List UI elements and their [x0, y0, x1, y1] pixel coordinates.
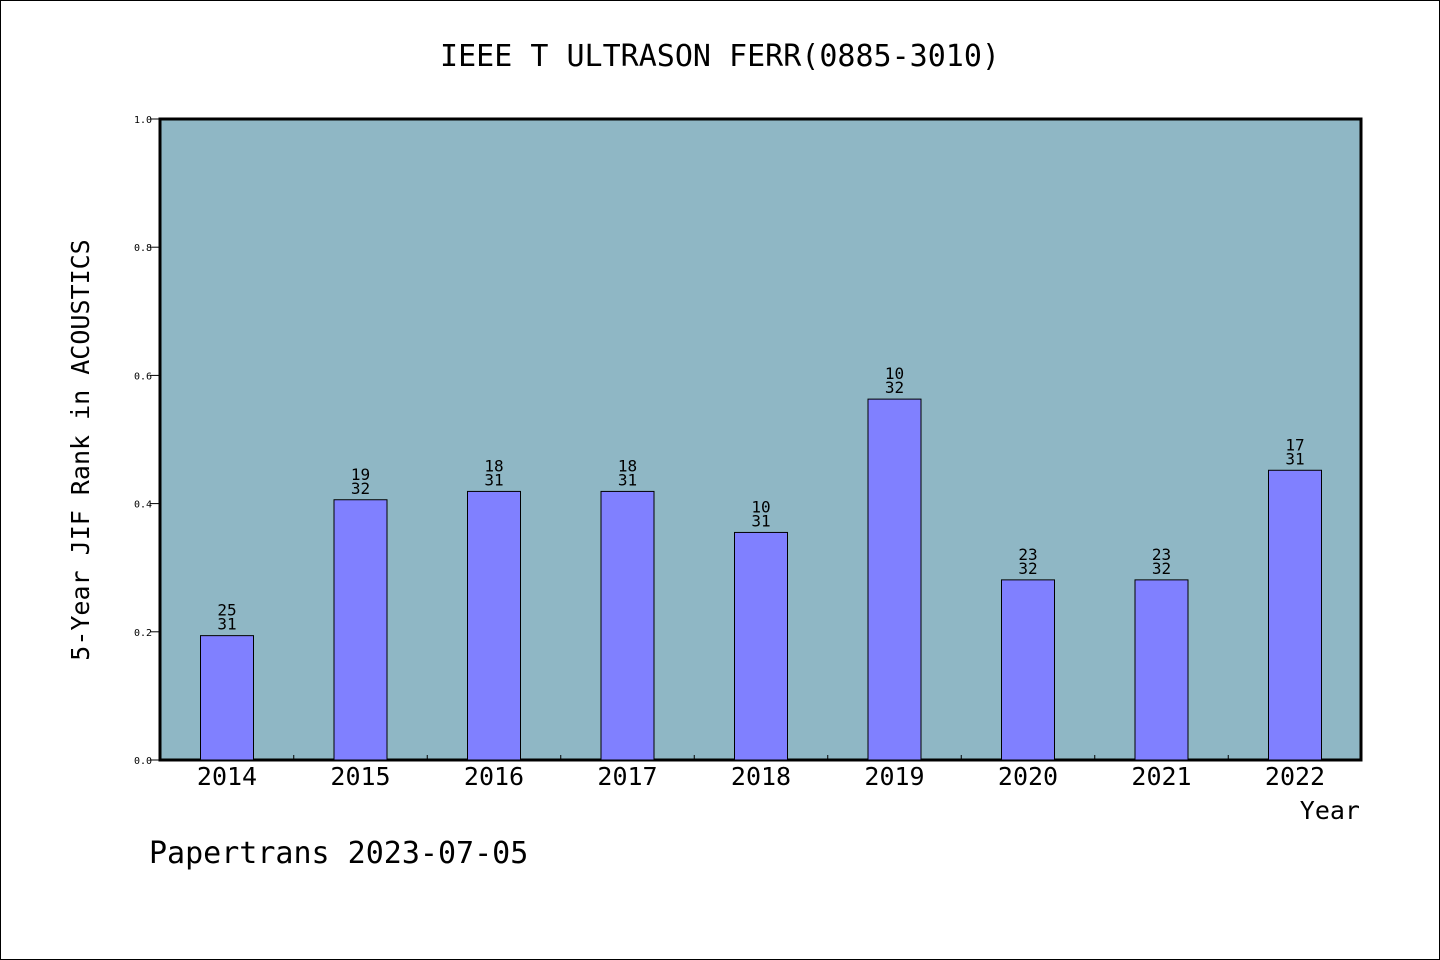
- bar-total-label-2014: 31: [217, 615, 236, 634]
- bar-rank-label-2019: 10: [885, 364, 904, 383]
- x-tick-label-2015: 2015: [330, 762, 390, 791]
- bar-rank-label-2016: 18: [484, 456, 503, 475]
- x-axis-label: Year: [1300, 796, 1360, 825]
- bar-total-label-2021: 32: [1152, 559, 1171, 578]
- x-tick-label-2016: 2016: [464, 762, 524, 791]
- y-tick-label-0.2: 0.2: [134, 628, 152, 639]
- bar-total-label-2016: 31: [484, 470, 503, 489]
- bar-total-label-2019: 32: [885, 378, 904, 397]
- y-tick-label-0.8: 0.8: [134, 243, 152, 254]
- bar-2018: [734, 531, 788, 761]
- y-tick-label-0.4: 0.4: [134, 500, 152, 511]
- chart-title: IEEE T ULTRASON FERR(0885-3010): [440, 39, 1000, 74]
- x-tick-label-2020: 2020: [998, 762, 1058, 791]
- bar-total-label-2015: 32: [351, 479, 370, 498]
- bar-2014: [200, 635, 254, 761]
- bar-2020: [1001, 579, 1055, 761]
- bar-total-label-2017: 31: [618, 470, 637, 489]
- bar-rank-label-2017: 18: [618, 456, 637, 475]
- x-tick-label-2014: 2014: [197, 762, 257, 791]
- bar-rank-label-2020: 23: [1018, 545, 1037, 564]
- y-tick-label-0.6: 0.6: [134, 371, 152, 382]
- bar-rank-label-2015: 19: [351, 465, 370, 484]
- x-tick-label-2017: 2017: [597, 762, 657, 791]
- x-tick-label-2018: 2018: [731, 762, 791, 791]
- bar-rank-label-2014: 25: [217, 601, 236, 620]
- bar-2017: [600, 490, 655, 761]
- x-tick-label-2021: 2021: [1131, 762, 1191, 791]
- bar-2022: [1268, 469, 1322, 761]
- bar-rank-label-2022: 17: [1285, 435, 1304, 454]
- bar-2021: [1134, 579, 1189, 761]
- bar-2019: [867, 398, 922, 761]
- bar-rank-label-2021: 23: [1152, 545, 1171, 564]
- y-tick-label-1.0: 1.0: [134, 115, 152, 126]
- bar-total-label-2022: 31: [1285, 449, 1304, 468]
- bar-2015: [333, 499, 388, 761]
- y-axis-label: 5-Year JIF Rank in ACOUSTICS: [66, 239, 95, 660]
- x-tick-label-2019: 2019: [864, 762, 924, 791]
- bar-total-label-2020: 32: [1018, 559, 1037, 578]
- x-tick-label-2022: 2022: [1265, 762, 1325, 791]
- watermark: Papertrans 2023-07-05: [149, 836, 528, 871]
- bar-2016: [467, 490, 521, 761]
- bar-total-label-2018: 31: [751, 511, 770, 530]
- y-tick-label-0.0: 0.0: [134, 756, 152, 767]
- bar-rank-label-2018: 10: [751, 497, 770, 516]
